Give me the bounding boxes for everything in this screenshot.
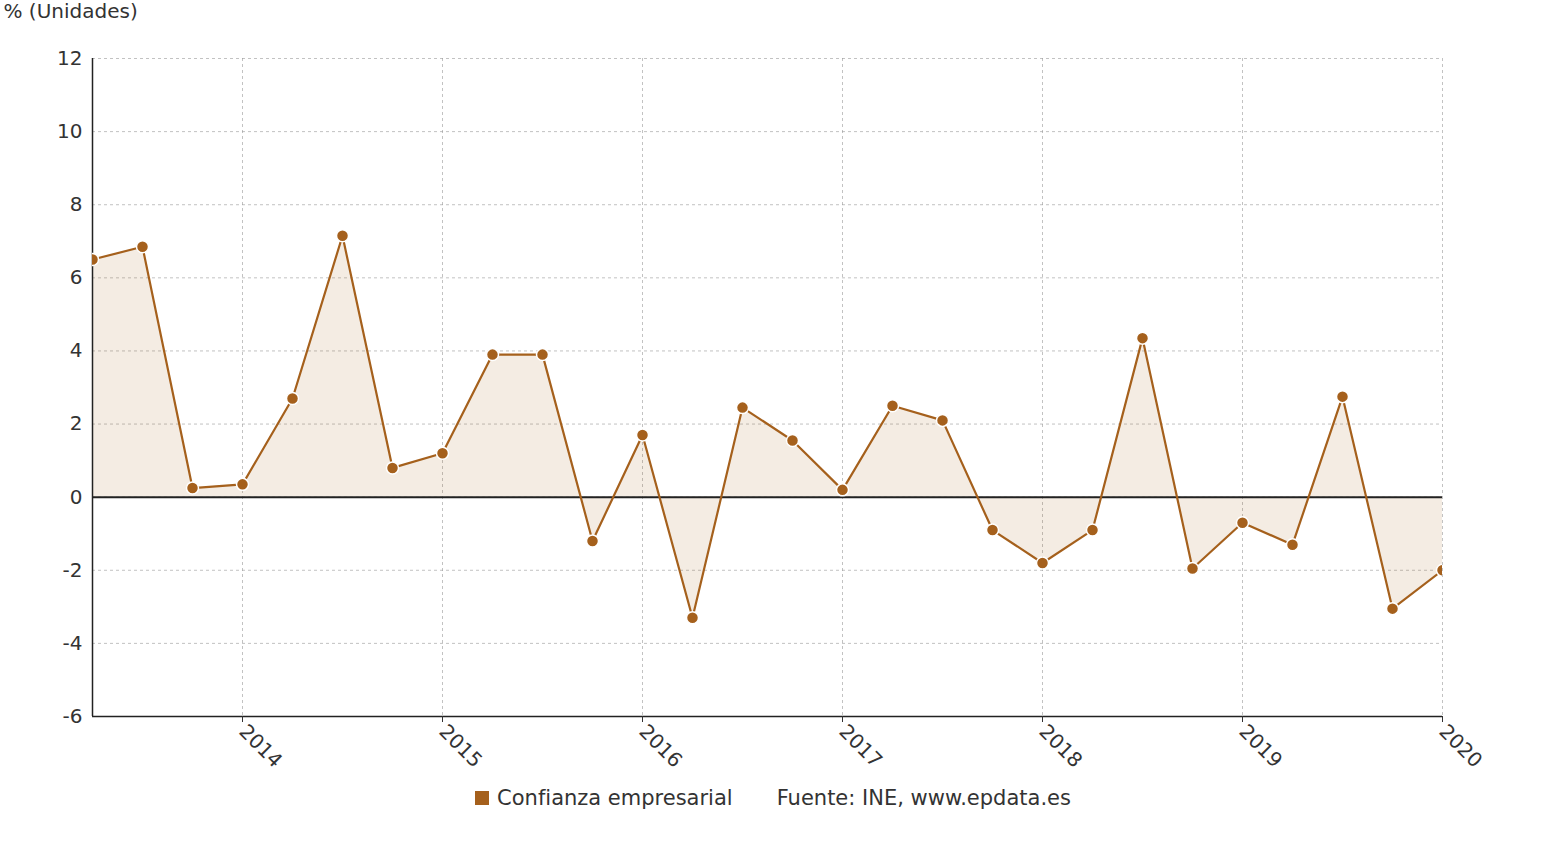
svg-text:2020: 2020 [1434, 719, 1487, 772]
svg-text:2017: 2017 [834, 719, 887, 772]
svg-text:-4: -4 [63, 631, 83, 655]
svg-text:2016: 2016 [634, 719, 687, 772]
svg-text:2018: 2018 [1034, 719, 1087, 772]
svg-text:2019: 2019 [1234, 719, 1287, 772]
svg-text:2: 2 [70, 411, 83, 435]
html-text:Fuente: INE, www.epdata.es: Fuente: INE, www.epdata.es [776, 786, 1071, 810]
html-text:Confianza empresarial: Confianza empresarial [497, 786, 733, 810]
svg-text:2015: 2015 [434, 719, 487, 772]
svg-text:0: 0 [70, 485, 83, 509]
svg-text:6: 6 [70, 265, 83, 289]
svg-text:12: 12 [57, 46, 82, 70]
svg-text:-2: -2 [63, 558, 83, 582]
svg-text:% (Unidades): % (Unidades) [4, 0, 138, 23]
svg-text:2014: 2014 [234, 719, 287, 772]
svg-text:4: 4 [70, 338, 83, 362]
svg-text:10: 10 [57, 119, 82, 143]
svg-text:8: 8 [70, 192, 83, 216]
svg-text:-6: -6 [63, 704, 83, 728]
